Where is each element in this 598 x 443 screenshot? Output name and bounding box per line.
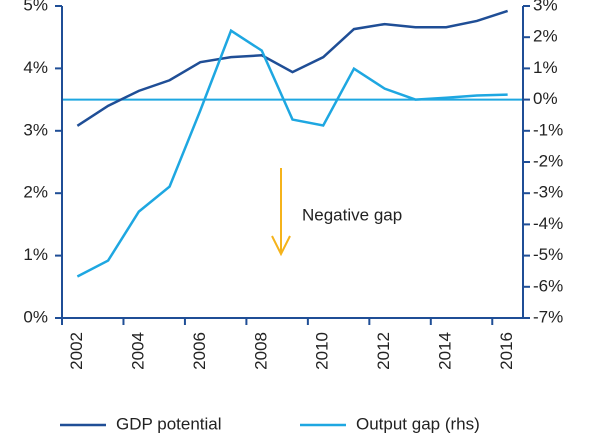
y2-tick-label: 3% <box>533 0 558 14</box>
y2-tick-label: -7% <box>533 307 563 326</box>
legend-label: GDP potential <box>116 414 222 433</box>
legend-label: Output gap (rhs) <box>356 414 480 433</box>
y-tick-label: 1% <box>23 245 48 264</box>
y2-tick-label: -3% <box>533 183 563 202</box>
y-tick-label: 3% <box>23 120 48 139</box>
y2-tick-label: -4% <box>533 214 563 233</box>
annotation: Negative gap <box>302 205 402 224</box>
y2-tick-label: -1% <box>533 120 563 139</box>
y-tick-label: 4% <box>23 58 48 77</box>
x-tick-label: 2012 <box>374 332 393 370</box>
x-tick-label: 2004 <box>128 332 147 370</box>
y-tick-label: 2% <box>23 183 48 202</box>
x-tick-label: 2002 <box>67 332 86 370</box>
series-line <box>76 9 509 127</box>
y2-tick-label: 1% <box>533 58 558 77</box>
x-tick-label: 2014 <box>436 332 455 370</box>
x-tick-label: 2010 <box>313 332 332 370</box>
x-tick-label: 2016 <box>497 332 516 370</box>
y2-tick-label: 2% <box>533 27 558 46</box>
series-line <box>76 28 508 278</box>
x-tick-label: 2008 <box>251 332 270 370</box>
y-tick-label: 5% <box>23 0 48 14</box>
y2-tick-label: -2% <box>533 151 563 170</box>
y2-tick-label: 0% <box>533 89 558 108</box>
y-tick-label: 0% <box>23 307 48 326</box>
y2-tick-label: -6% <box>533 276 563 295</box>
annotation-arrowhead <box>271 235 291 257</box>
y2-tick-label: -5% <box>533 245 563 264</box>
x-tick-label: 2006 <box>190 332 209 370</box>
